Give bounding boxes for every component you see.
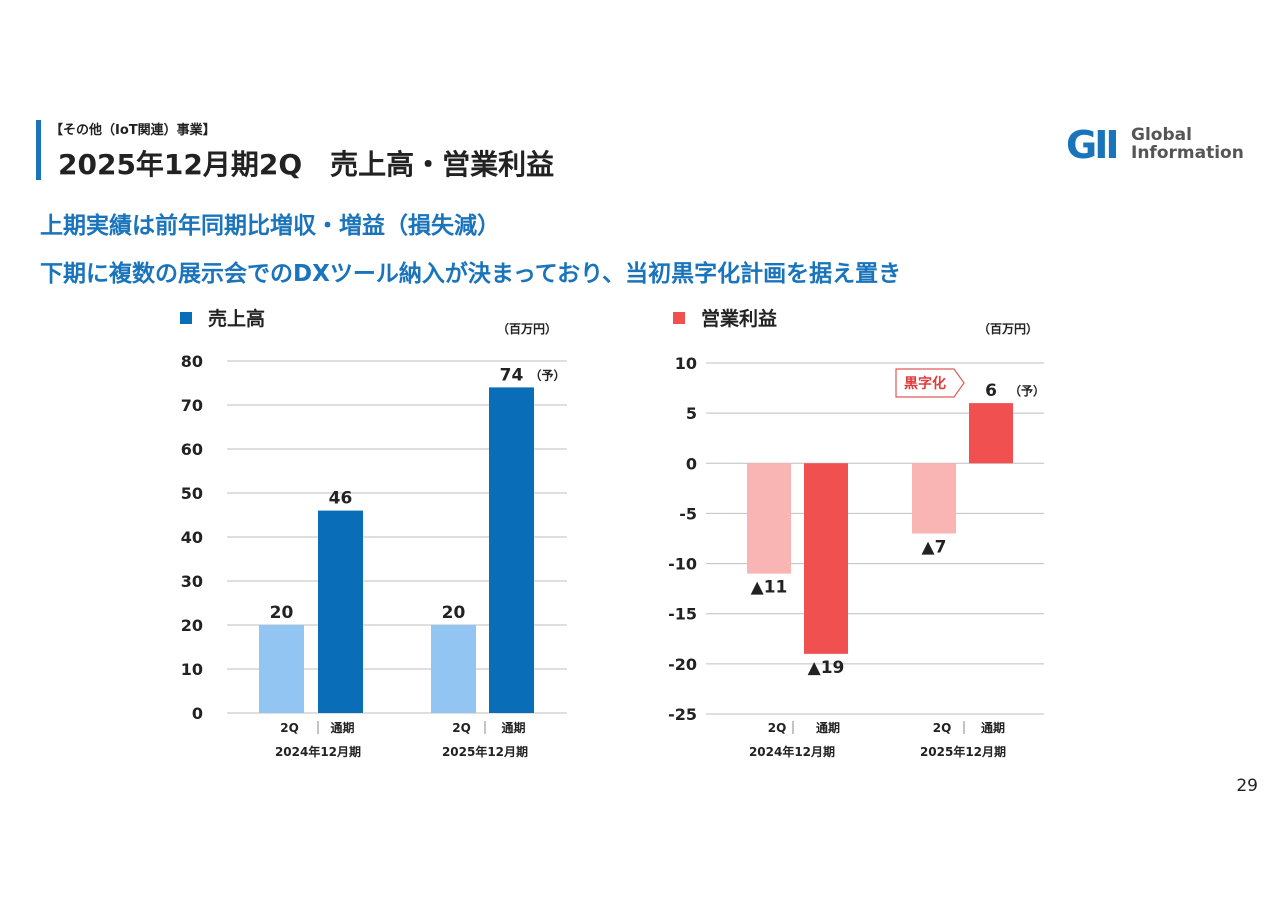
logo-mark: GII [1066,123,1116,167]
profit-callout-label: 黒字化 [904,375,946,392]
profit-x-group-label: 2024年12月期 [749,744,835,759]
page-title: 2025年12月期2Q 売上高・営業利益 [58,148,555,181]
profit-legend-label: 営業利益 [701,307,777,330]
lead-text-line2: 下期に複数の展示会でのDXツール納入が決まっており、当初黒字化計画を据え置き [40,261,902,287]
sales-legend-swatch [180,312,192,324]
sales-y-tick-label: 60 [181,440,203,459]
profit-data-label: ▲11 [751,578,788,598]
profit-data-label: ▲7 [922,537,947,557]
page-number: 29 [1236,776,1258,796]
profit-x-group-label: 2025年12月期 [920,744,1006,759]
profit-x-bar-label: 2Q [768,721,787,735]
sales-y-tick-label: 10 [181,660,203,679]
profit-y-tick-label: -20 [668,655,697,674]
section-category: 【その他（IoT関連）事業】 [50,123,216,138]
sales-forecast-note: （予） [530,367,566,382]
profit-y-tick-label: -15 [668,605,697,624]
sales-y-tick-label: 80 [181,352,203,371]
profit-callout-box [895,368,965,398]
logo-text-line1: Global [1131,125,1192,145]
sales-data-label: 20 [442,603,466,623]
sales-y-tick-label: 70 [181,396,203,415]
sales-bar [431,625,476,713]
sales-unit-label: （百万円） [497,321,557,336]
sales-x-bar-label: 2Q [452,721,471,735]
profit-legend-swatch [673,312,685,324]
profit-forecast-note: （予） [1009,383,1045,398]
sales-x-group-label: 2025年12月期 [442,744,528,759]
logo-text-line2: Information [1131,143,1244,163]
sales-y-tick-label: 30 [181,572,203,591]
sales-data-label: 20 [270,603,294,623]
sales-bar [259,625,304,713]
sales-bar [489,387,534,713]
profit-x-bar-label: 通期 [981,720,1005,735]
profit-y-tick-label: -10 [668,555,697,574]
sales-bar [318,510,363,713]
profit-bar [969,403,1013,464]
profit-y-tick-label: 5 [686,404,697,423]
profit-data-label: ▲19 [808,658,845,678]
profit-y-tick-label: 10 [675,354,697,373]
profit-unit-label: （百万円） [978,321,1038,336]
sales-x-bar-label: 通期 [330,720,354,735]
sales-data-label: 46 [329,489,353,509]
profit-bar [804,463,848,654]
sales-data-label: 74 [500,365,524,385]
sales-x-group-label: 2024年12月期 [275,744,361,759]
profit-y-tick-label: 0 [686,454,697,473]
sales-x-bar-label: 2Q [280,721,299,735]
profit-bar [912,463,956,534]
sales-y-tick-label: 20 [181,616,203,635]
company-logo: GII Global Information [1066,123,1244,167]
profit-data-label: 6 [985,381,997,401]
sales-y-tick-label: 50 [181,484,203,503]
lead-text-line1: 上期実績は前年同期比増収・増益（損失減） [40,213,500,239]
sales-x-bar-label: 通期 [501,720,525,735]
profit-y-tick-label: -5 [679,504,697,523]
profit-bar [747,463,791,574]
profit-y-tick-label: -25 [668,705,697,724]
profit-x-bar-label: 通期 [816,720,840,735]
sales-y-tick-label: 40 [181,528,203,547]
title-accent-bar [36,120,41,180]
profit-x-bar-label: 2Q [933,721,952,735]
sales-y-tick-label: 0 [192,704,203,723]
sales-legend-label: 売上高 [208,307,265,330]
